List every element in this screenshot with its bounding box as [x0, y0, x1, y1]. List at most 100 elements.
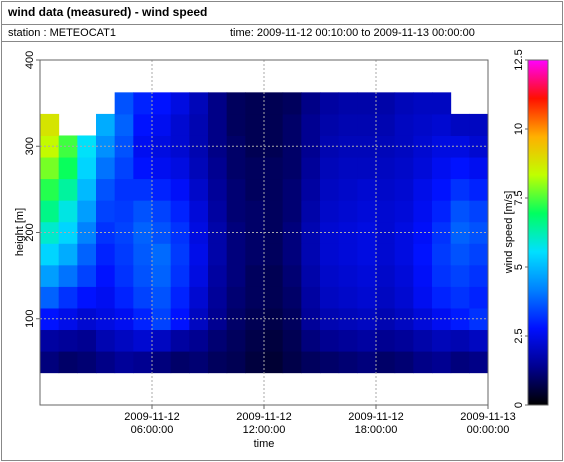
cell — [320, 157, 340, 180]
cell — [96, 286, 116, 309]
cell — [152, 329, 172, 352]
cell — [58, 157, 78, 180]
cell — [208, 92, 228, 115]
cell — [432, 157, 452, 180]
cell — [114, 92, 134, 115]
cell — [301, 135, 321, 158]
cell — [432, 264, 452, 287]
cell — [208, 286, 228, 309]
cell — [226, 113, 246, 136]
cell — [338, 200, 358, 223]
cell — [58, 243, 78, 266]
cell — [40, 157, 60, 180]
cell — [96, 351, 116, 374]
cell — [432, 243, 452, 266]
cell — [413, 307, 433, 331]
cell — [189, 221, 209, 244]
cell — [208, 329, 228, 352]
cell — [338, 286, 358, 309]
cell — [133, 92, 153, 115]
cell — [301, 329, 321, 352]
colorbar-tick-label: 0 — [513, 402, 525, 408]
cell — [450, 329, 470, 352]
cell — [469, 221, 489, 244]
cell — [77, 329, 97, 352]
cell — [357, 157, 377, 180]
cell — [338, 178, 358, 201]
cell — [189, 307, 209, 331]
cell — [413, 286, 433, 309]
cell — [469, 307, 489, 331]
cell — [282, 200, 302, 223]
cell — [432, 113, 452, 136]
cell — [282, 286, 302, 309]
cell — [133, 351, 153, 374]
cell — [170, 243, 190, 266]
cell — [133, 113, 153, 136]
cell — [301, 243, 321, 266]
cell — [320, 243, 340, 266]
cell — [320, 264, 340, 287]
cell — [301, 92, 321, 115]
cell — [208, 113, 228, 136]
cell — [469, 178, 489, 201]
x-tick-label: 2009-11-12 12:00:00 — [236, 411, 292, 436]
cell — [152, 178, 172, 201]
cell — [226, 157, 246, 180]
cell — [189, 264, 209, 287]
cell — [376, 329, 396, 352]
cell — [40, 200, 60, 223]
cell — [264, 243, 284, 266]
cell — [301, 200, 321, 223]
cell — [40, 178, 60, 201]
cell — [357, 178, 377, 201]
cell — [40, 351, 60, 374]
y-axis-label: height [m] — [14, 208, 26, 256]
cell — [114, 200, 134, 223]
cell — [469, 200, 489, 223]
cell — [77, 200, 97, 223]
cell — [469, 113, 489, 136]
cell — [450, 200, 470, 223]
cell — [413, 157, 433, 180]
cell — [170, 351, 190, 374]
cell — [133, 264, 153, 287]
cell — [469, 264, 489, 287]
cell — [170, 286, 190, 309]
cell — [245, 200, 265, 223]
cell — [77, 351, 97, 374]
cell — [394, 351, 414, 374]
cell — [320, 113, 340, 136]
cell — [226, 178, 246, 201]
chart-title: wind data (measured) - wind speed — [7, 5, 207, 19]
y-tick-label: 200 — [24, 223, 36, 241]
cell — [394, 178, 414, 201]
cell — [133, 157, 153, 180]
cell — [338, 157, 358, 180]
station: station : METEOCAT1 — [8, 27, 116, 39]
cell — [357, 286, 377, 309]
cell — [376, 92, 396, 115]
cell — [301, 157, 321, 180]
cell — [77, 135, 97, 158]
cell — [114, 329, 134, 352]
colorbar — [527, 59, 549, 406]
y-tick-label: 400 — [24, 51, 36, 69]
cell — [77, 243, 97, 266]
cell — [301, 221, 321, 244]
cell — [226, 92, 246, 115]
cell — [413, 92, 433, 115]
cell — [357, 329, 377, 352]
cell — [450, 157, 470, 180]
cell — [357, 221, 377, 244]
cell — [469, 243, 489, 266]
cell — [114, 113, 134, 136]
cell — [40, 113, 60, 136]
y-tick-label: 100 — [24, 310, 36, 328]
cell — [189, 351, 209, 374]
cell — [376, 178, 396, 201]
cell — [469, 135, 489, 158]
cell — [58, 200, 78, 223]
cell — [77, 157, 97, 180]
